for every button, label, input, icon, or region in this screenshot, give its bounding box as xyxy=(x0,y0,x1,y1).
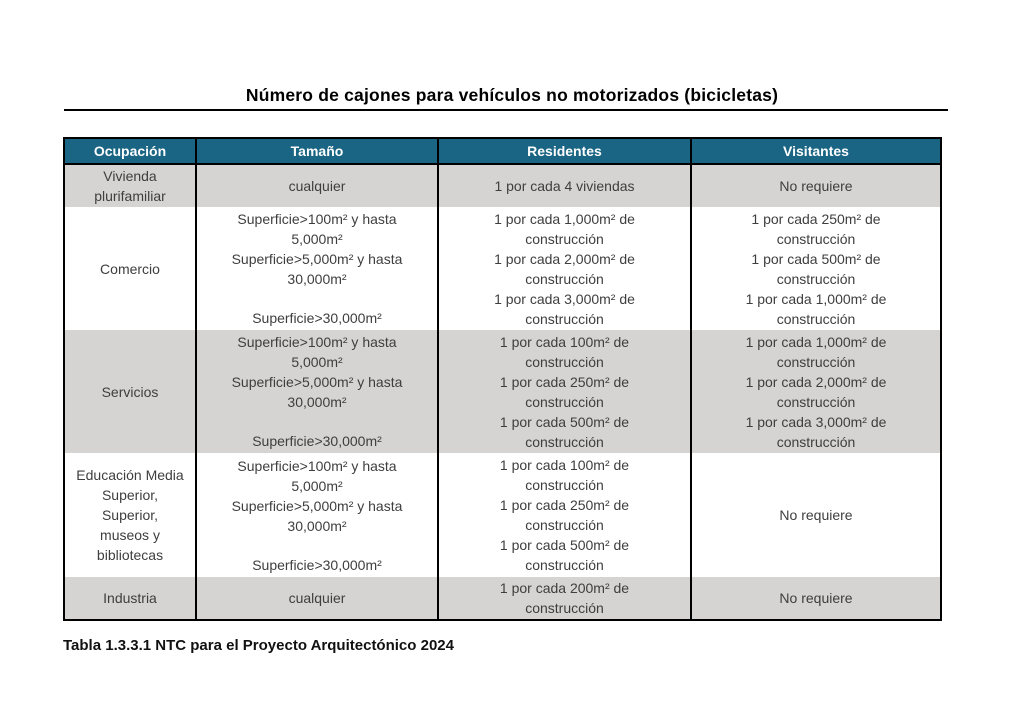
cell-visitantes: No requiere xyxy=(690,164,941,207)
table-row: Vivienda plurifamiliar cualquier 1 por c… xyxy=(64,164,941,207)
cell-ocupacion: Industria xyxy=(64,577,196,620)
header-cell-ocupacion: Ocupación xyxy=(64,138,196,165)
cell-text: 1 por cada 500m² de construcción xyxy=(499,413,630,450)
table-row: Comercio Superficie>100m² y hasta 5,000m… xyxy=(64,207,941,330)
cell-text: Industria xyxy=(103,590,157,606)
cell-tamano: cualquier xyxy=(195,577,438,620)
cell-visitantes: No requiere xyxy=(690,453,941,577)
cell-tamano: Superficie>100m² y hasta 5,000m² Superfi… xyxy=(195,330,438,453)
cell-text: 1 por cada 2,000m² de construcción xyxy=(494,250,635,287)
cell-visitantes: No requiere xyxy=(690,577,941,620)
cell-residentes: 1 por cada 100m² de construcción 1 por c… xyxy=(437,453,691,577)
cell-ocupacion: Vivienda plurifamiliar xyxy=(64,164,196,207)
cell-text: Superficie>5,000m² y hasta 30,000m² xyxy=(231,251,403,287)
cell-ocupacion: Comercio xyxy=(64,207,196,330)
cell-text: Superficie>30,000m² xyxy=(252,433,382,449)
cell-text: No requiere xyxy=(779,507,853,523)
cell-text: Vivienda plurifamiliar xyxy=(94,168,166,204)
cell-text: 1 por cada 250m² de construcción xyxy=(499,373,630,410)
cell-text: Comercio xyxy=(100,260,160,277)
cell-ocupacion: Educación Media Superior, Superior, muse… xyxy=(64,453,196,577)
cell-text: 1 por cada 250m² de construcción xyxy=(499,497,630,533)
cell-text: 1 por cada 100m² de construcción xyxy=(499,457,630,493)
cell-text: cualquier xyxy=(288,590,346,606)
header-cell-tamano: Tamaño xyxy=(195,138,438,165)
cell-tamano: Superficie>100m² y hasta 5,000m² Superfi… xyxy=(195,207,438,330)
cell-residentes: 1 por cada 1,000m² de construcción 1 por… xyxy=(437,207,691,330)
cell-text: cualquier xyxy=(288,178,346,194)
cell-text: 1 por cada 1,000m² de construcción xyxy=(745,333,887,370)
cell-text: 1 por cada 1,000m² de construcción xyxy=(745,290,887,327)
table-row: Servicios Superficie>100m² y hasta 5,000… xyxy=(64,330,941,453)
cell-text: 1 por cada 3,000m² de construcción xyxy=(494,290,635,327)
cell-text: Superficie>100m² y hasta 5,000m² xyxy=(237,334,397,370)
cell-text: Superficie>30,000m² xyxy=(252,556,382,573)
cell-text: 1 por cada 500m² de construcción xyxy=(751,250,881,287)
bicycle-parking-table: Ocupación Tamaño Residentes Visitantes V… xyxy=(63,137,942,621)
table-caption: Tabla 1.3.3.1 NTC para el Proyecto Arqui… xyxy=(63,637,454,654)
cell-text: 1 por cada 3,000m² de construcción xyxy=(745,413,887,450)
cell-text: Superficie>100m² y hasta 5,000m² xyxy=(237,457,397,494)
table-title: Número de cajones para vehículos no moto… xyxy=(245,85,779,105)
cell-residentes: 1 por cada 200m² de construcción xyxy=(437,577,691,620)
cell-text: 1 por cada 4 viviendas xyxy=(494,178,635,194)
title-underline xyxy=(64,109,948,111)
cell-text: Superficie>30,000m² xyxy=(252,310,382,326)
cell-text: Superficie>5,000m² y hasta 30,000m² xyxy=(231,374,403,410)
header-cell-residentes: Residentes xyxy=(437,138,691,165)
cell-text: 1 por cada 100m² de construcción xyxy=(499,333,630,370)
cell-text: Servicios xyxy=(101,383,159,400)
cell-text: Superficie>100m² y hasta 5,000m² xyxy=(237,211,397,247)
cell-residentes: 1 por cada 100m² de construcción 1 por c… xyxy=(437,330,691,453)
cell-text: Educación Media Superior, Superior, muse… xyxy=(76,467,184,563)
cell-tamano: cualquier xyxy=(195,164,438,207)
cell-text: 1 por cada 200m² de construcción xyxy=(499,580,630,616)
cell-text: No requiere xyxy=(779,178,853,194)
cell-tamano: Superficie>100m² y hasta 5,000m² Superfi… xyxy=(195,453,438,577)
table-header-row: Ocupación Tamaño Residentes Visitantes xyxy=(64,138,941,165)
table-row: Educación Media Superior, Superior, muse… xyxy=(64,453,941,577)
cell-visitantes: 1 por cada 1,000m² de construcción 1 por… xyxy=(690,330,941,453)
cell-text: No requiere xyxy=(779,590,853,606)
cell-text: 1 por cada 500m² de construcción xyxy=(499,537,630,573)
cell-ocupacion: Servicios xyxy=(64,330,196,453)
cell-visitantes: 1 por cada 250m² de construcción 1 por c… xyxy=(690,207,941,330)
cell-text: Superficie>5,000m² y hasta 30,000m² xyxy=(231,497,403,534)
header-cell-visitantes: Visitantes xyxy=(690,138,941,165)
table-row: Industria cualquier 1 por cada 200m² de … xyxy=(64,577,941,620)
cell-text: 1 por cada 250m² de construcción xyxy=(751,210,881,247)
cell-text: 1 por cada 1,000m² de construcción xyxy=(494,210,635,247)
cell-residentes: 1 por cada 4 viviendas xyxy=(437,164,691,207)
cell-text: 1 por cada 2,000m² de construcción xyxy=(745,373,887,410)
